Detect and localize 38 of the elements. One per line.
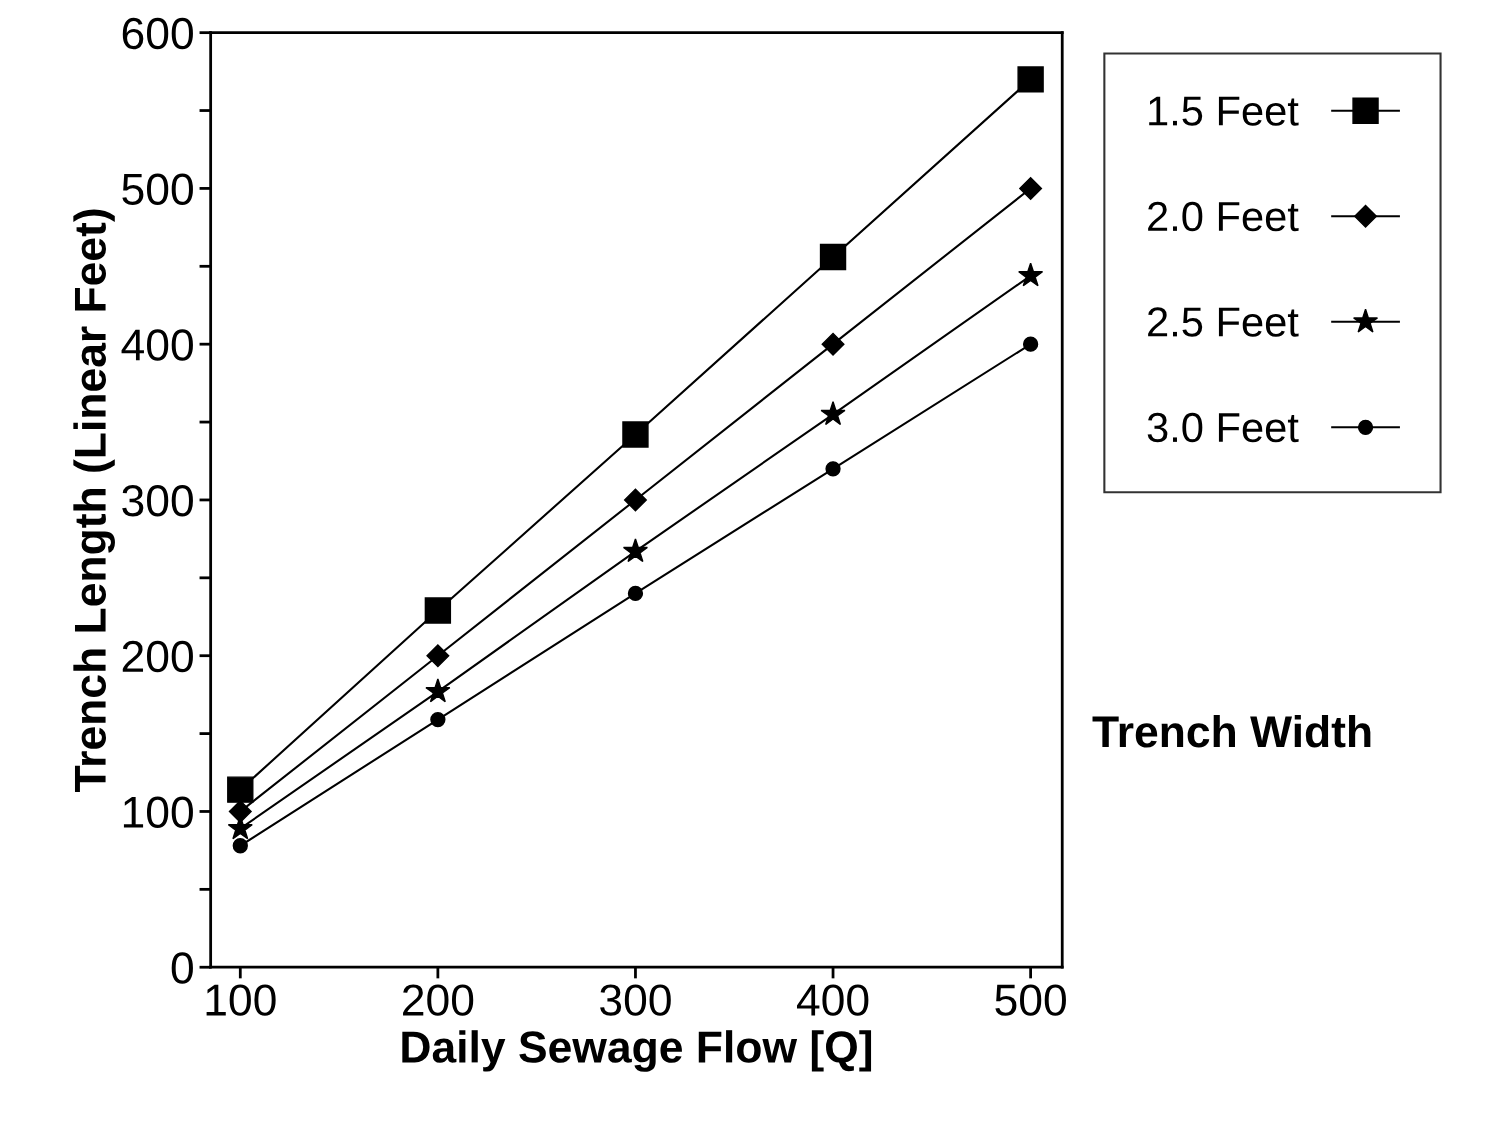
y-tick-label: 500 [122, 173, 193, 205]
x-tick-label: 300 [600, 984, 671, 1016]
y-tick-label: 200 [122, 640, 193, 673]
point [1018, 262, 1044, 287]
x-tick-label: 100 [206, 984, 276, 1016]
y-tick-label: 400 [121, 329, 193, 361]
legend-title: Trench Width [1092, 714, 1371, 748]
x-axis-title: Daily Sewage Flow [Q] [402, 1030, 872, 1072]
point [232, 838, 248, 854]
x-tick-label: 500 [995, 984, 1066, 1016]
y-axis-title: Trench Length (Linear Feet) [73, 209, 115, 793]
legend-label: 2.5 Feet [1148, 307, 1299, 337]
point [228, 799, 252, 823]
legend-label: 3.0 Feet [1147, 412, 1299, 443]
point [622, 538, 649, 563]
legend-label: 1.5 Feet [1149, 96, 1299, 126]
point [627, 585, 644, 602]
point [425, 678, 451, 703]
x-tick-label: 400 [796, 984, 869, 1016]
point [622, 421, 649, 448]
point [424, 597, 452, 624]
y-tick-label: 300 [122, 485, 193, 517]
point [821, 332, 845, 356]
legend-label: 2.0 Feet [1148, 201, 1299, 232]
point [1017, 66, 1044, 93]
point [819, 243, 847, 271]
y-tick-label: 100 [123, 796, 193, 829]
x-tick-label: 200 [403, 984, 474, 1016]
point [430, 711, 446, 728]
y-tick-label: 0 [171, 952, 193, 984]
point [426, 644, 450, 668]
point [227, 776, 254, 803]
point [623, 488, 647, 512]
point [825, 461, 841, 477]
point [820, 401, 846, 426]
point [1022, 336, 1039, 352]
point [1019, 176, 1043, 200]
y-tick-label: 600 [122, 17, 193, 50]
